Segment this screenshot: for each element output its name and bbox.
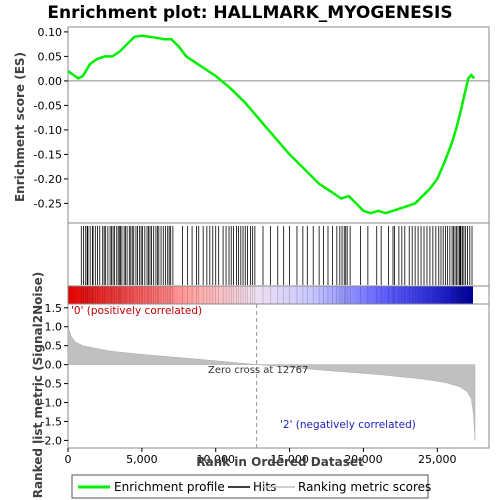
ranking-metric-area bbox=[67, 303, 476, 441]
rank-color-bar-ticks bbox=[80, 286, 473, 304]
metric-ytick-label: -1.5 bbox=[41, 415, 62, 428]
hits-frame bbox=[67, 222, 490, 287]
es-ytick-label: -0.10 bbox=[34, 124, 62, 137]
legend-label-enrichment: Enrichment profile bbox=[114, 480, 225, 494]
es-plot-frame bbox=[67, 26, 490, 224]
metric-ylabel: Ranked list metric (Signal2Noise) bbox=[31, 272, 45, 499]
zero-cross-label: Zero cross at 12767 bbox=[208, 365, 308, 376]
x-tick-label: 5,000 bbox=[126, 453, 158, 466]
es-ytick-label: -0.20 bbox=[34, 173, 62, 186]
es-ytick-label: -0.25 bbox=[34, 197, 62, 210]
metric-ytick-label: 0.0 bbox=[45, 359, 63, 372]
es-ylabel: Enrichment score (ES) bbox=[13, 52, 27, 202]
metric-ytick-label: -2.0 bbox=[41, 434, 62, 447]
x-tick-label: 15,000 bbox=[270, 453, 309, 466]
hits-panel bbox=[67, 222, 490, 287]
x-tick-label: 0 bbox=[65, 453, 72, 466]
x-axis-ticks: 0 5,000 10,000 15,000 20,000 25,000 bbox=[65, 448, 457, 466]
metric-ytick-label: -0.5 bbox=[41, 378, 62, 391]
es-ytick-label: 0.10 bbox=[38, 26, 63, 39]
x-tick-label: 25,000 bbox=[418, 453, 457, 466]
x-axis-label: Rank in Ordered Dataset bbox=[196, 455, 364, 469]
chart-title: Enrichment plot: HALLMARK_MYOGENESIS bbox=[47, 3, 452, 23]
es-ytick-label: 0.00 bbox=[38, 75, 63, 88]
x-tick-label: 10,000 bbox=[196, 453, 235, 466]
legend-label-metric: Ranking metric scores bbox=[298, 480, 431, 494]
es-panel: 0.10 0.05 0.00 -0.05 -0.10 -0.15 -0.20 -0.25 En… bbox=[13, 26, 490, 224]
positive-correlation-label: '0' (positively correlated) bbox=[71, 305, 202, 317]
metric-ytick-label: 1.0 bbox=[45, 321, 63, 334]
metric-yticks: 1.5 1.0 0.5 0.0 -0.5 -1.0 -1.5 -2.0 bbox=[41, 302, 68, 447]
es-ytick-label: -0.15 bbox=[34, 148, 62, 161]
rank-color-bar bbox=[68, 286, 473, 304]
es-yticks: 0.10 0.05 0.00 -0.05 -0.10 -0.15 -0.20 -0.25 bbox=[34, 26, 68, 210]
enrichment-profile-line bbox=[67, 34, 476, 215]
x-tick-label: 20,000 bbox=[344, 453, 383, 466]
es-ytick-label: 0.05 bbox=[38, 50, 63, 63]
metric-panel: 1.5 1.0 0.5 0.0 -0.5 -1.0 -1.5 -2.0 '0' (positi… bbox=[31, 272, 490, 499]
es-ytick-label: -0.05 bbox=[34, 99, 62, 112]
legend: Enrichment profile Hits Ranking metric s… bbox=[71, 474, 431, 499]
metric-ytick-label: 0.5 bbox=[45, 340, 63, 353]
hit-lines bbox=[80, 226, 473, 285]
metric-ytick-label: 1.5 bbox=[45, 302, 63, 315]
negative-correlation-label: '2' (negatively correlated) bbox=[280, 419, 416, 431]
metric-ytick-label: -1.0 bbox=[41, 397, 62, 410]
